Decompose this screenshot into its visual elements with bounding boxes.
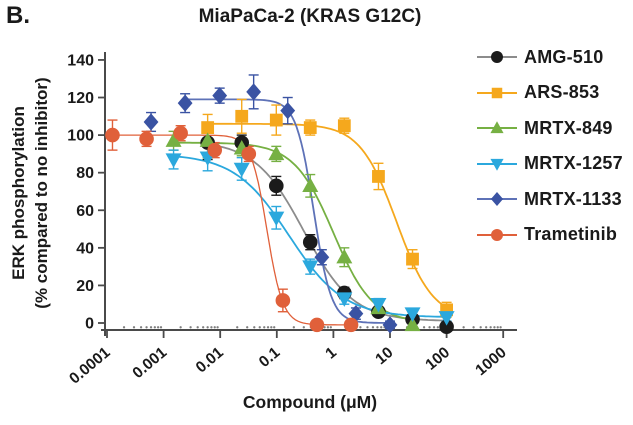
x-axis-label: Compound (μM) <box>242 392 378 412</box>
legend-item-mrtx-849: MRTX-849 <box>477 117 623 139</box>
legend-item-amg-510: AMG-510 <box>477 46 623 68</box>
legend-label: AMG-510 <box>524 46 604 67</box>
series-trametinib <box>105 125 359 333</box>
trametinib-legend-marker-icon <box>477 228 517 241</box>
x-tick-label: 1 <box>322 344 340 363</box>
legend-label: MRTX-849 <box>524 117 613 138</box>
y-tick-label: 60 <box>76 203 94 220</box>
x-tick-label: 1000 <box>472 344 509 379</box>
x-tick-label: 100 <box>422 344 453 374</box>
legend-item-mrtx-1133: MRTX-1133 <box>477 188 623 210</box>
curve-trametinib <box>111 134 352 326</box>
axes <box>101 52 517 336</box>
x-tick-label: 0.1 <box>256 344 284 371</box>
error-bars-mrtx-1133 <box>146 74 395 330</box>
y-tick-label: 0 <box>85 316 94 333</box>
y-tick-label: 100 <box>67 128 94 145</box>
y-tick-label: 80 <box>76 165 94 182</box>
series-mrtx-1133 <box>143 83 398 334</box>
legend: AMG-510 ARS-853 MRTX-849 MRTX-1257 MRTX-1133… <box>477 46 623 246</box>
y-tick-label: 140 <box>67 52 94 69</box>
y-tick-label: 120 <box>67 90 94 107</box>
error-bars-trametinib <box>107 119 357 330</box>
mrtx-1133-legend-marker-icon <box>477 191 517 207</box>
legend-item-ars-853: ARS-853 <box>477 82 623 104</box>
legend-label: ARS-853 <box>524 82 600 102</box>
chart-canvas: 0 20 40 60 80 100 120 140 0.0001 0.001 0.01 0.1 1 10 1… <box>66 52 517 388</box>
error-bars-mrtx-1257 <box>168 143 452 322</box>
mrtx-849-legend-marker-icon <box>477 121 517 134</box>
chart-title: MiaPaCa-2 (KRAS G12C) <box>198 6 422 27</box>
y-tick-label: 20 <box>76 278 94 295</box>
legend-label: MRTX-1257 <box>524 153 623 173</box>
legend-label: Trametinib <box>524 224 618 244</box>
series-mrtx-849 <box>165 132 421 332</box>
panel-label: B. <box>6 2 30 29</box>
y-axis-label-line1: ERK phosphorylation <box>9 106 28 280</box>
series-ars-853 <box>201 109 453 317</box>
legend-item-mrtx-1257: MRTX-1257 <box>477 153 623 175</box>
x-tick-label: 10 <box>372 344 396 368</box>
y-axis-ticks: 0 20 40 60 80 100 120 140 <box>67 52 105 333</box>
amg-510-legend-marker-icon <box>477 51 517 63</box>
x-tick-label: 0.01 <box>193 344 227 377</box>
mrtx-1257-legend-marker-icon <box>477 158 517 171</box>
legend-label: MRTX-1133 <box>524 188 622 209</box>
x-axis-ticks: 0.0001 0.001 0.01 0.1 1 10 100 1000 <box>66 330 510 388</box>
y-tick-label: 40 <box>76 240 94 257</box>
legend-item-trametinib: Trametinib <box>477 224 623 246</box>
y-axis-label-line2: (% compared to no inhibitor) <box>32 77 51 308</box>
curve-mrtx-849 <box>172 141 414 321</box>
x-tick-label: 0.001 <box>130 344 171 382</box>
curve-ars-853 <box>206 122 448 309</box>
x-tick-label: 0.0001 <box>66 344 114 388</box>
ars-853-legend-marker-icon <box>477 87 517 98</box>
